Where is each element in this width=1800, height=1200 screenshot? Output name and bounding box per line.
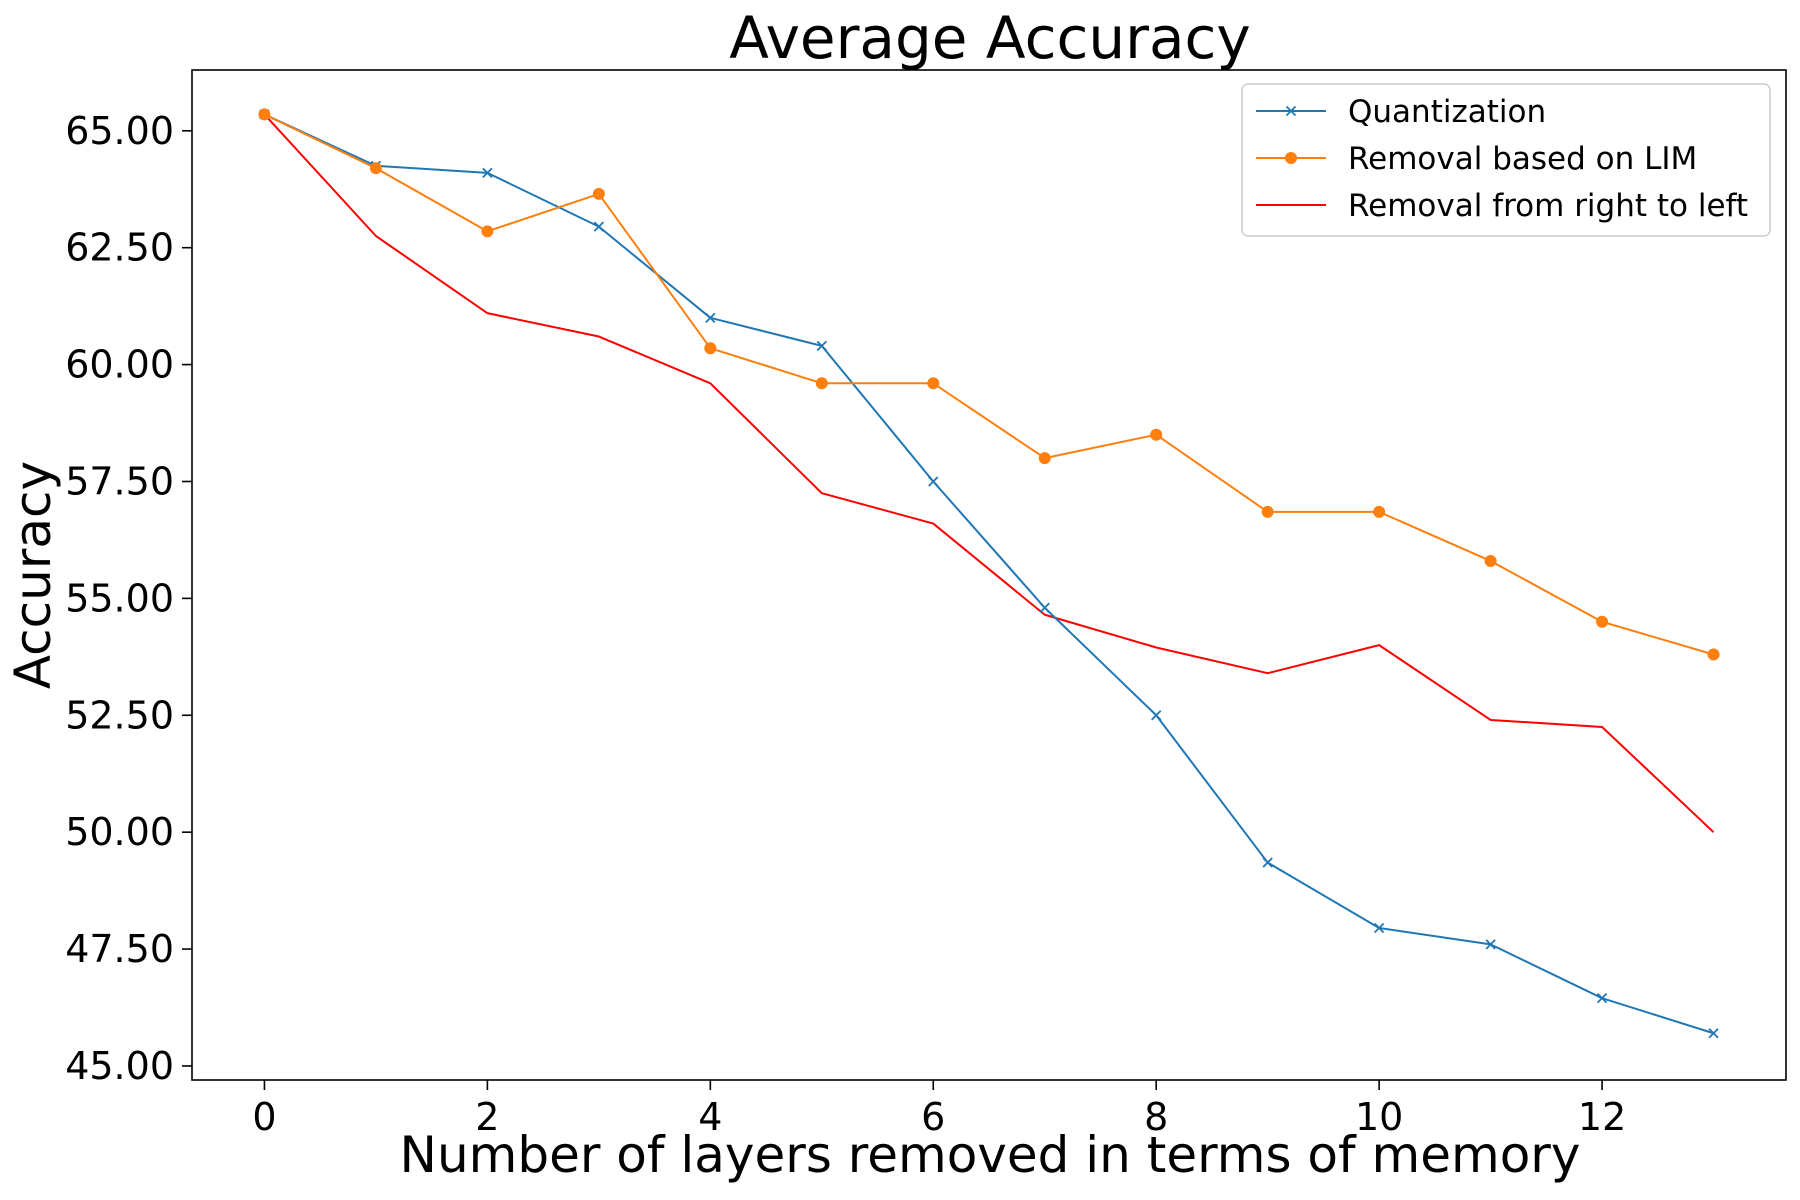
marker-stroke	[1708, 1028, 1719, 1039]
data-point	[1708, 1028, 1719, 1039]
legend-label: Removal based on LIM	[1348, 141, 1697, 177]
x-tick-label: 12	[1578, 1095, 1626, 1139]
x-axis-title: Number of layers removed in terms of mem…	[400, 1126, 1581, 1184]
legend: Quantization Removal based on LIM Removal …	[1241, 83, 1771, 237]
y-tick-label: 55.00	[65, 576, 174, 620]
plot-frame	[191, 69, 1787, 1081]
marker-stroke	[816, 340, 827, 352]
x-axis: 0 2 4 6 8 10 12	[252, 1080, 1626, 1139]
x-tick-label: 6	[921, 1095, 945, 1139]
marker-stroke	[1596, 993, 1608, 1004]
y-tick-label: 65.00	[65, 109, 174, 153]
data-point	[258, 108, 271, 121]
series-1	[258, 108, 1720, 661]
marker-stroke	[1285, 105, 1297, 117]
legend-box	[1241, 83, 1771, 237]
data-point	[1707, 648, 1720, 661]
legend-item: Removal based on LIM	[1256, 141, 1697, 177]
y-axis-title: Accuracy	[4, 461, 62, 689]
legend-marker	[1285, 152, 1297, 164]
series-line	[263, 113, 1715, 833]
data-point	[1261, 505, 1274, 518]
data-point	[482, 167, 493, 179]
x-tick-label: 0	[252, 1095, 276, 1139]
data-point	[592, 187, 605, 200]
data-point	[927, 377, 940, 390]
data-point	[1262, 857, 1273, 868]
marker-stroke	[705, 312, 716, 323]
series-line	[264, 113, 1714, 1035]
chart-title: Average Accuracy	[729, 4, 1250, 72]
marker-stroke	[1262, 857, 1273, 868]
data-point	[1151, 710, 1162, 721]
marker-stroke	[482, 167, 493, 179]
series-2	[263, 113, 1715, 833]
data-point	[1373, 505, 1386, 518]
marker-stroke	[1374, 922, 1385, 934]
data-point	[1374, 922, 1385, 934]
y-tick-label: 50.00	[65, 810, 174, 854]
data-point	[815, 377, 828, 390]
data-point	[1150, 428, 1163, 441]
data-point	[1039, 602, 1050, 613]
y-tick-label: 52.50	[65, 693, 174, 737]
x-tick-label: 2	[475, 1095, 499, 1139]
data-point	[593, 221, 604, 232]
x-tick-label: 4	[698, 1095, 722, 1139]
data-point	[1596, 993, 1608, 1004]
series-layer	[258, 108, 1720, 1039]
marker-stroke	[593, 221, 604, 232]
data-point	[704, 342, 717, 355]
data-point	[705, 312, 716, 323]
data-point	[1485, 939, 1496, 950]
y-tick-label: 62.50	[65, 226, 174, 270]
data-point	[369, 162, 382, 175]
marker-stroke	[1485, 939, 1496, 950]
marker-stroke	[1151, 710, 1162, 721]
y-tick-label: 57.50	[65, 459, 174, 503]
legend-marker	[1285, 105, 1297, 117]
y-tick-label: 47.50	[65, 927, 174, 971]
data-point	[1038, 452, 1051, 465]
y-tick-label: 45.00	[65, 1044, 174, 1088]
marker-stroke	[1039, 602, 1050, 613]
data-point	[481, 225, 494, 238]
legend-label: Quantization	[1348, 94, 1546, 130]
data-point	[816, 340, 827, 352]
marker-stroke	[928, 476, 939, 487]
legend-item: Quantization	[1256, 94, 1546, 130]
y-axis: 45.00 47.50 50.00 52.50 55.00 57.50 60.00 62.50…	[65, 109, 192, 1088]
data-point	[928, 476, 939, 487]
legend-item: Removal from right to left	[1256, 188, 1748, 224]
x-tick-label: 10	[1355, 1095, 1403, 1139]
legend-label: Removal from right to left	[1348, 188, 1748, 224]
data-point	[1484, 554, 1497, 567]
series-line	[264, 113, 1714, 656]
y-tick-label: 60.00	[65, 343, 174, 387]
x-tick-label: 8	[1144, 1095, 1168, 1139]
data-point	[1596, 615, 1609, 628]
